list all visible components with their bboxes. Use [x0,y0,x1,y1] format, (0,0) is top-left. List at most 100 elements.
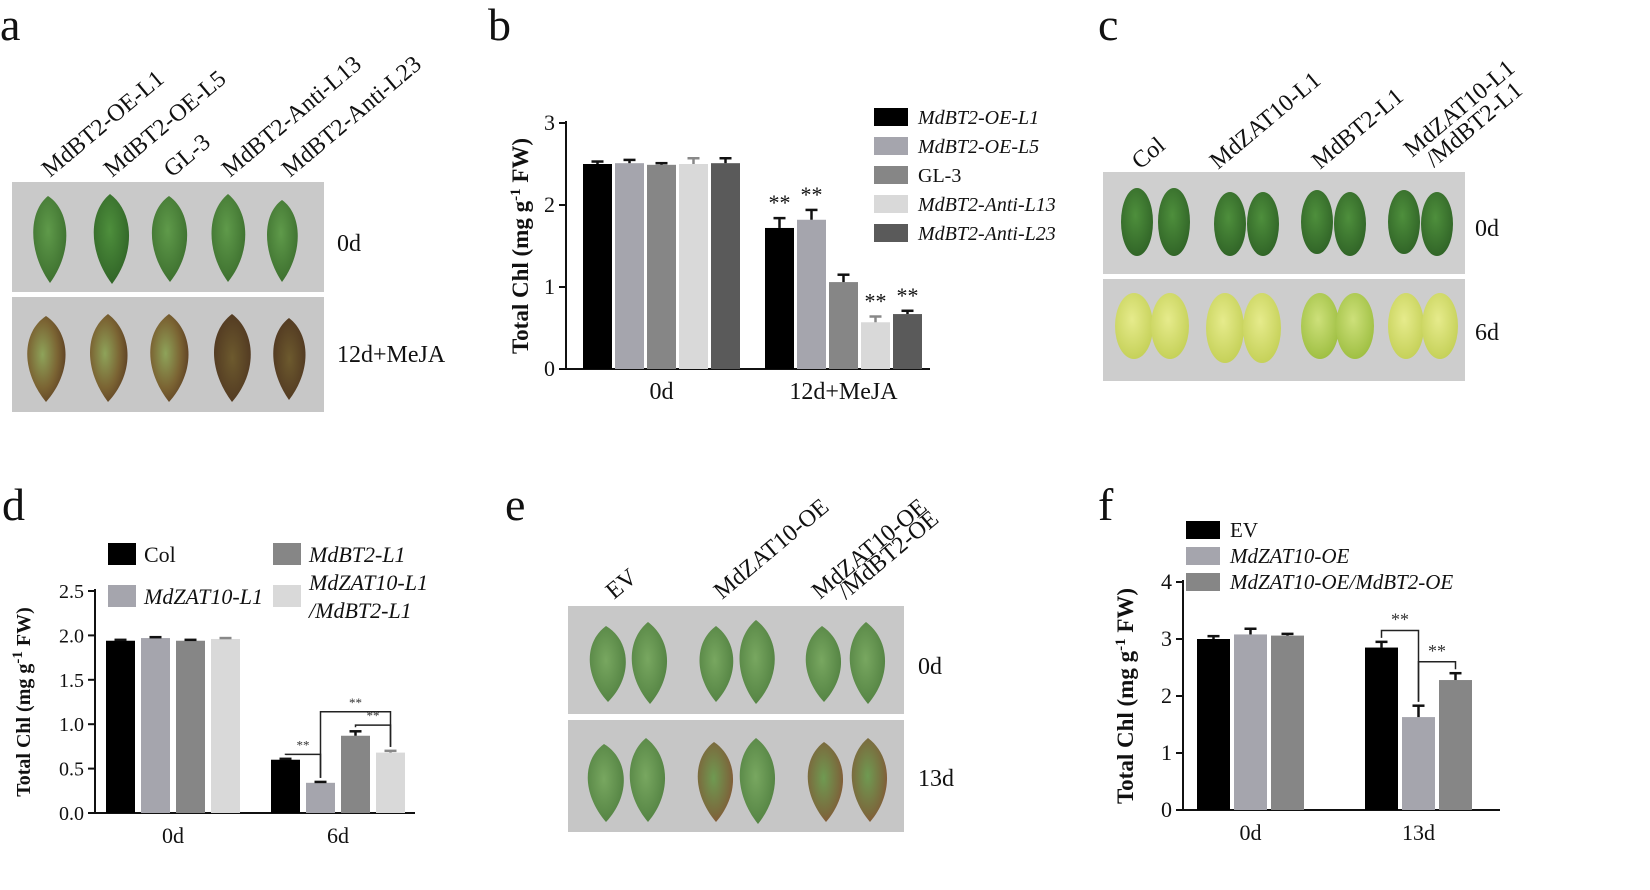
panel-a-letter: a [0,0,21,50]
bar [1271,635,1304,810]
bar [711,163,740,369]
significance-label: ** [367,708,380,723]
significance-label: ** [1391,609,1409,629]
bar [1234,634,1267,810]
significance-label: ** [865,289,887,314]
panel-e-row-label-13d: 13d [918,766,954,792]
panel-c-leaves-0d [1121,188,1453,256]
y-axis-label: Total Chl (mg g-1 FW) [1113,588,1138,804]
significance-label: ** [801,182,823,207]
panel-b-letter: b [488,0,511,50]
significance-label: ** [1428,641,1446,661]
panel-a-leaves-0d [33,194,298,284]
bar [615,163,644,369]
panel-f-letter: f [1098,479,1114,530]
legend-label: MdZAT10-OE/MdBT2-OE [1229,570,1453,594]
significance-label: ** [297,737,310,752]
legend-swatch [1186,521,1220,539]
y-tick-label: 1.0 [59,714,84,736]
panel-d-letter: d [2,479,25,530]
y-tick-label: 2 [1161,683,1172,708]
bar [1439,680,1472,810]
panel-c-row-label-6d: 6d [1475,320,1499,346]
panel-a-row-label-0d: 0d [337,231,361,257]
panel-e-row-label-0d: 0d [918,654,942,680]
panel-e-letter: e [505,479,526,530]
panel-c-row-label-0d: 0d [1475,216,1499,242]
bar [376,752,405,813]
legend-swatch [108,543,136,565]
legend-label: MdBT2-L1 [308,542,406,567]
y-tick-label: 0 [1161,797,1172,822]
legend-label: MdBT2-OE-L1 [917,107,1039,129]
bar [306,782,335,813]
bar [106,640,135,813]
y-tick-label: 3 [544,110,555,135]
y-tick-label: 0.5 [59,759,84,781]
legend-label: /MdBT2-L1 [307,598,412,623]
legend-swatch [1186,547,1220,565]
significance-bracket [354,724,392,747]
legend-swatch [874,137,908,155]
legend-swatch [874,224,908,242]
legend-swatch [1186,573,1220,591]
y-tick-label: 2 [544,192,555,217]
bar [341,735,370,813]
bar [211,638,240,813]
bar [271,759,300,813]
bar [647,164,676,369]
bar [861,322,890,369]
legend-label: EV [1230,518,1258,542]
legend-label: MdBT2-Anti-L13 [917,194,1056,216]
y-tick-label: 0 [544,356,555,381]
y-tick-label: 2.5 [59,581,84,603]
bar [176,640,205,813]
legend-label: MdBT2-OE-L5 [917,136,1039,158]
bar [797,219,826,369]
x-category-label: 0d [162,823,184,848]
panel-a-leaves-12d [27,314,306,402]
y-tick-label: 1.5 [59,670,84,692]
bar [583,164,612,369]
bar [1402,717,1435,810]
legend-label: MdZAT10-L1 [308,570,428,595]
panel-e-leaves-13d [587,738,888,824]
significance-bracket [1417,661,1457,702]
significance-label: ** [769,190,791,215]
x-category-label: 13d [1402,820,1435,845]
y-axis-label: Total Chl (mg g-1 FW) [10,607,35,797]
panel-a-row-label-12d: 12d+MeJA [337,342,446,368]
legend-swatch [874,195,908,213]
legend-label: GL-3 [918,165,961,187]
y-tick-label: 1 [1161,740,1172,765]
x-category-label: 6d [327,823,349,848]
legend-label: MdZAT10-L1 [143,584,263,609]
legend-label: MdBT2-Anti-L23 [917,223,1056,245]
panel-c-letter: c [1098,0,1119,50]
y-tick-label: 0.0 [59,803,84,825]
y-tick-label: 2.0 [59,625,84,647]
legend-swatch [874,166,908,184]
x-category-label: 0d [1240,820,1262,845]
bar [679,164,708,369]
bar [141,638,170,813]
significance-label: ** [897,283,919,308]
legend-swatch [108,585,136,607]
panel-c-leaves-6d [1115,293,1458,363]
x-category-label: 12d+MeJA [789,379,898,405]
bar [1197,639,1230,810]
y-axis-label: Total Chl (mg g-1 FW) [508,138,533,354]
x-category-label: 0d [650,379,674,405]
bar [829,282,858,369]
bar [893,314,922,369]
y-tick-label: 4 [1161,569,1172,594]
y-tick-label: 1 [544,274,555,299]
y-tick-label: 3 [1161,626,1172,651]
bar [765,227,794,369]
legend-swatch [273,585,301,607]
